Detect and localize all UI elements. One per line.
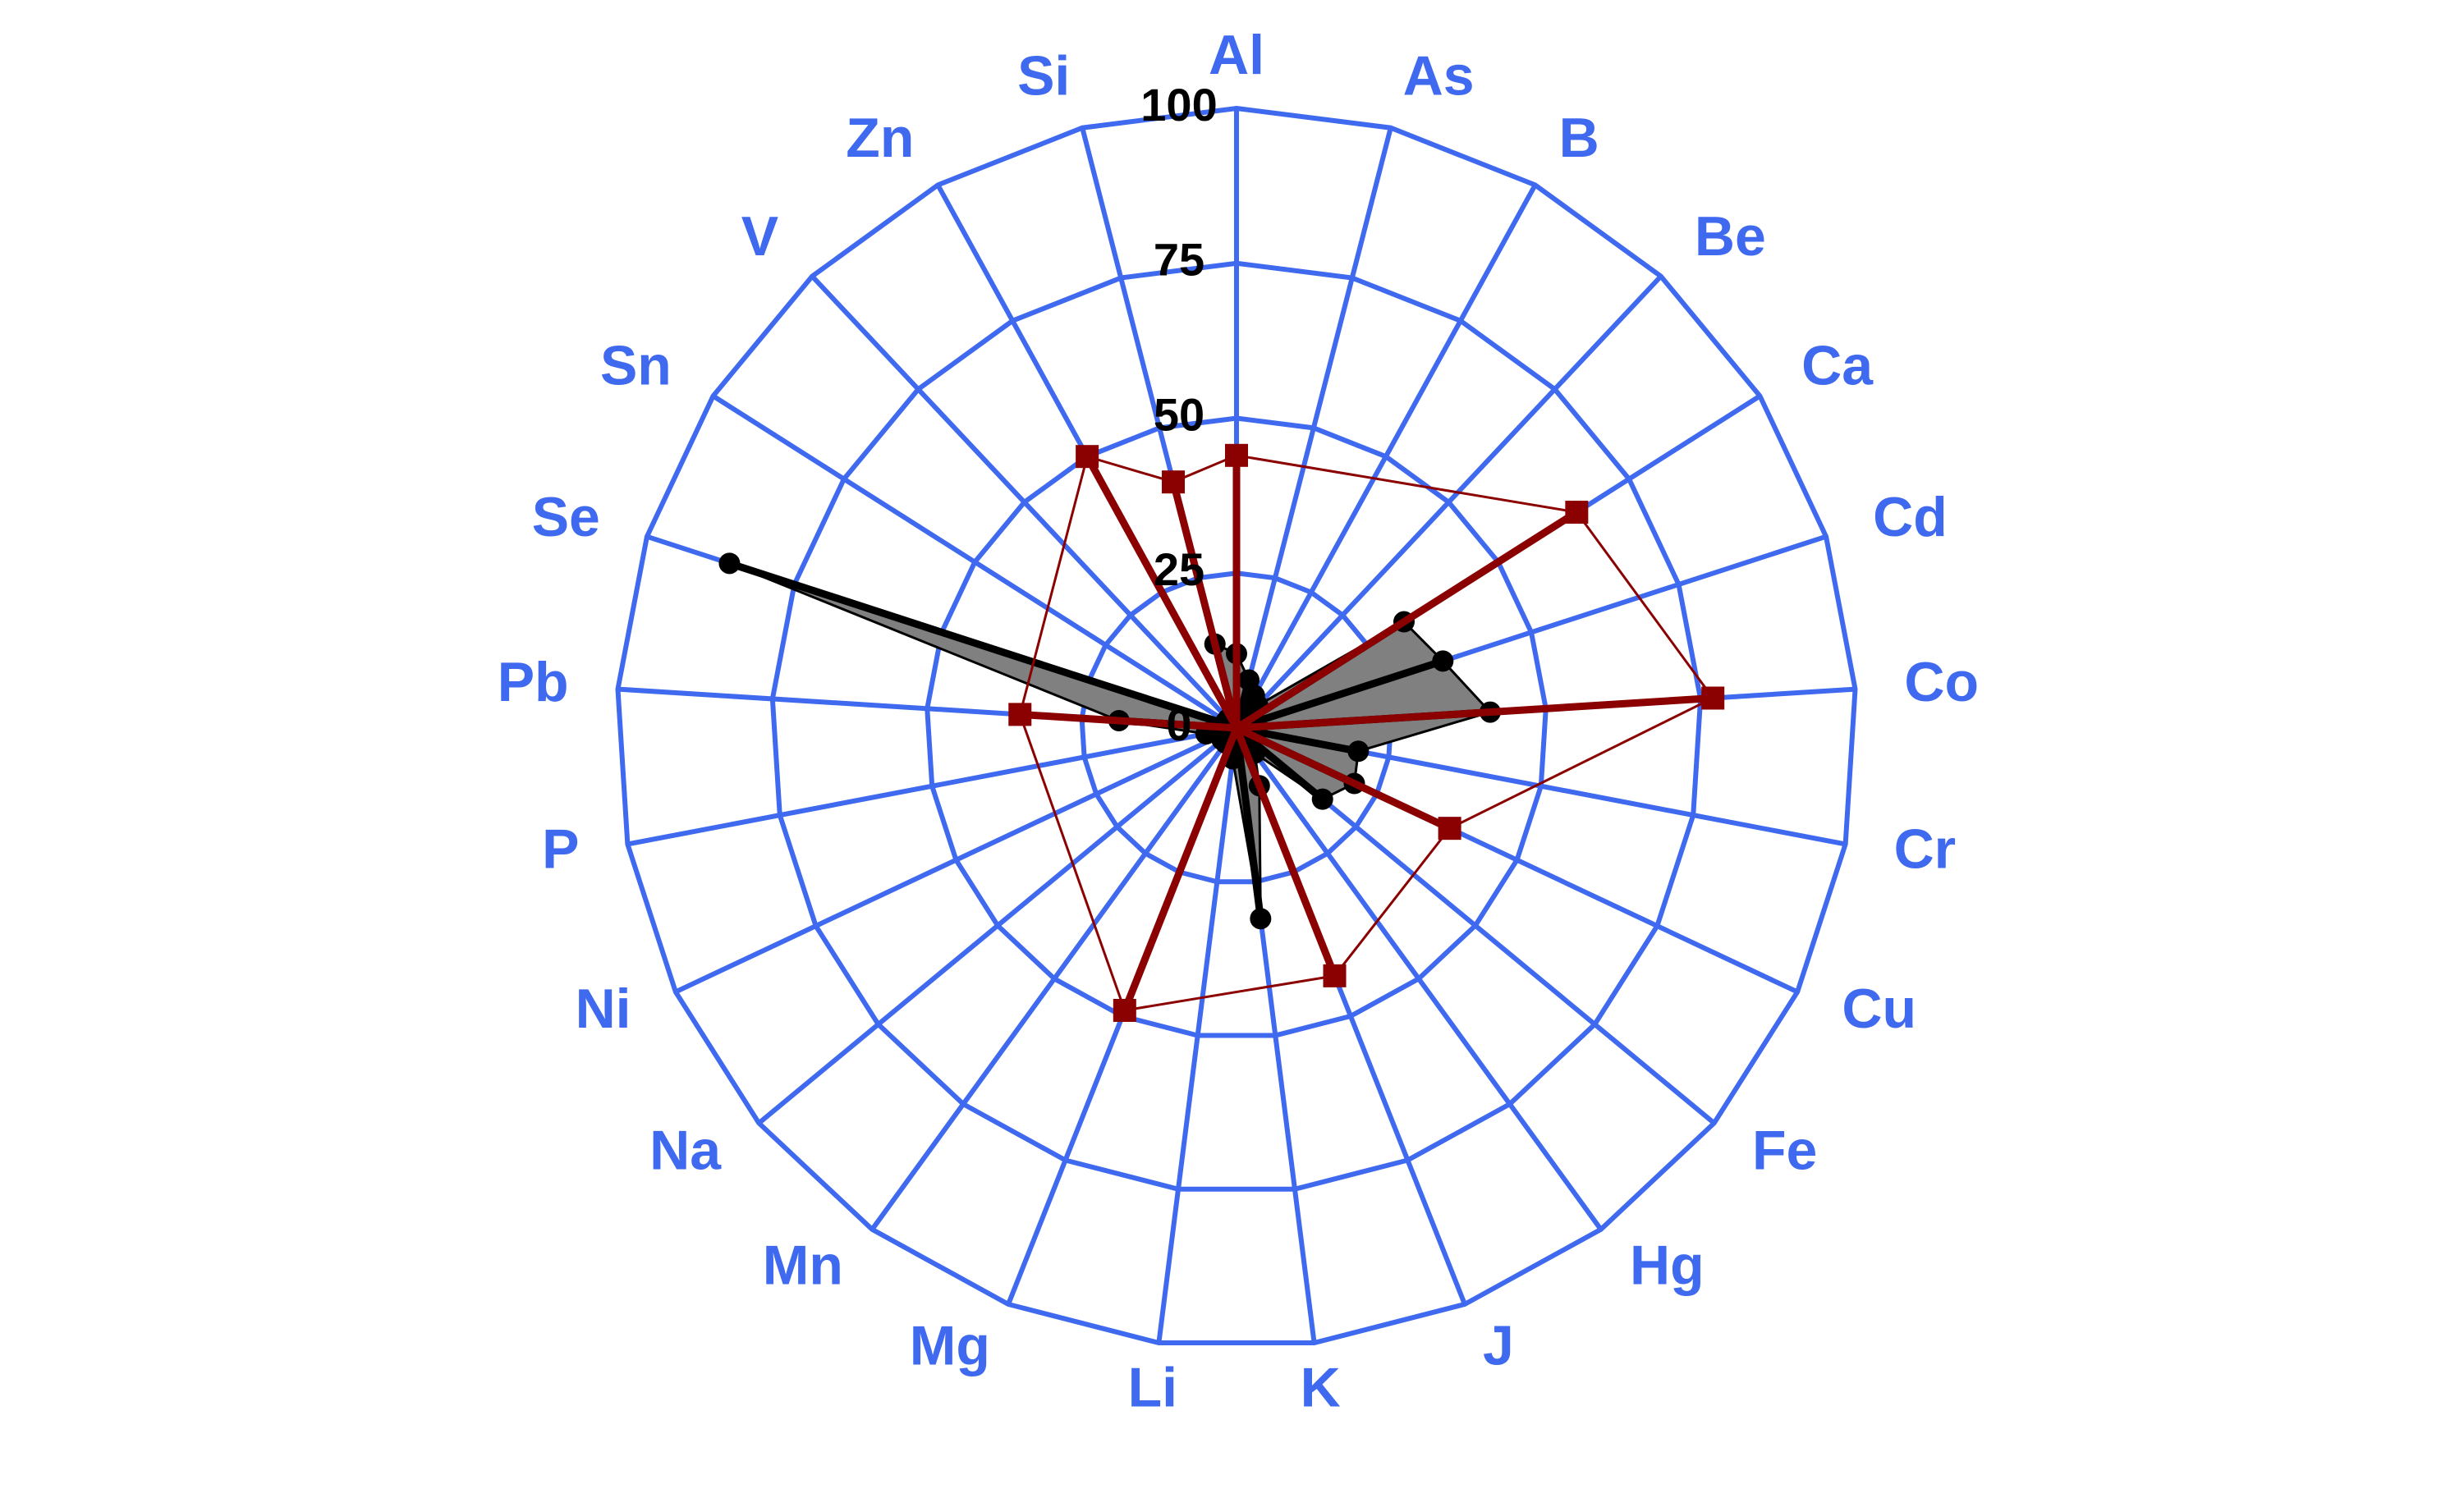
- point: [1250, 908, 1272, 930]
- point: [718, 552, 741, 575]
- grid-spoke: [757, 726, 1238, 1125]
- point: [1008, 703, 1032, 726]
- series-spoke: [728, 560, 1238, 732]
- point: [1432, 650, 1454, 672]
- point: [1311, 788, 1333, 810]
- grid-spoke: [810, 274, 1239, 731]
- point: [1347, 740, 1370, 763]
- category-label: Cu: [1842, 978, 1916, 1040]
- grid-ring: [769, 260, 1704, 1192]
- category-label: Fe: [1752, 1119, 1817, 1181]
- category-label: Co: [1904, 651, 1979, 713]
- tick-label: 75: [1154, 234, 1204, 286]
- series-spoke: [1235, 657, 1444, 732]
- category-label: Sn: [600, 334, 672, 396]
- category-label: Cr: [1894, 818, 1957, 881]
- category-label: Si: [1017, 45, 1070, 108]
- category-label: J: [1483, 1315, 1514, 1377]
- point: [1225, 443, 1248, 467]
- series-spoke: [1235, 724, 1452, 832]
- point: [1701, 686, 1725, 710]
- grid-ring: [615, 105, 1858, 1346]
- category-label: P: [542, 818, 579, 881]
- category-label: Be: [1695, 205, 1766, 268]
- series-area: [728, 561, 1493, 919]
- category-label: Al: [1209, 24, 1264, 86]
- series-spoke: [1084, 455, 1240, 731]
- category-label: Hg: [1630, 1234, 1705, 1296]
- grid-spoke: [870, 726, 1239, 1231]
- grid-spoke: [711, 393, 1238, 731]
- category-label: As: [1403, 45, 1475, 108]
- point: [1323, 964, 1347, 987]
- category-label: Ca: [1801, 334, 1874, 396]
- series-spoke: [1234, 725, 1325, 803]
- grid-spoke: [626, 726, 1237, 847]
- grid-ring: [925, 415, 1549, 1038]
- category-label: Na: [649, 1119, 722, 1181]
- point: [1565, 501, 1589, 524]
- series-spoke: [1236, 694, 1714, 732]
- category-label: B: [1559, 107, 1599, 169]
- category-label: Se: [532, 486, 600, 548]
- tick-label: 50: [1154, 388, 1204, 440]
- category-label: Mg: [910, 1315, 990, 1377]
- grid-spoke: [1234, 274, 1663, 731]
- category-label: Ni: [576, 978, 631, 1040]
- tick-label: 100: [1140, 79, 1217, 131]
- category-label: Li: [1128, 1357, 1177, 1419]
- category-label: Cd: [1873, 486, 1948, 548]
- point: [1438, 817, 1461, 841]
- grid-spoke: [674, 726, 1238, 995]
- series-spoke: [1169, 481, 1241, 730]
- series-spoke: [1236, 724, 1360, 755]
- series-spoke: [1121, 726, 1241, 1012]
- grid-spoke: [1234, 726, 1604, 1231]
- category-label: Pb: [498, 651, 569, 713]
- category-label: Zn: [846, 107, 914, 169]
- category-label: V: [741, 205, 778, 268]
- series-spoke: [1232, 726, 1338, 978]
- tick-label: 25: [1154, 543, 1204, 595]
- point: [1113, 998, 1136, 1022]
- category-label: Mn: [763, 1234, 843, 1296]
- point: [1076, 445, 1099, 469]
- series-spoke: [1019, 710, 1237, 732]
- point: [1162, 470, 1186, 494]
- series-area: [1018, 454, 1715, 1012]
- grid-spoke: [1156, 727, 1239, 1344]
- series-spoke: [1234, 509, 1579, 731]
- category-label: K: [1301, 1357, 1341, 1419]
- tick-label: 0: [1166, 699, 1191, 750]
- grid-spoke: [1234, 126, 1393, 729]
- grid-spoke: [1234, 183, 1538, 730]
